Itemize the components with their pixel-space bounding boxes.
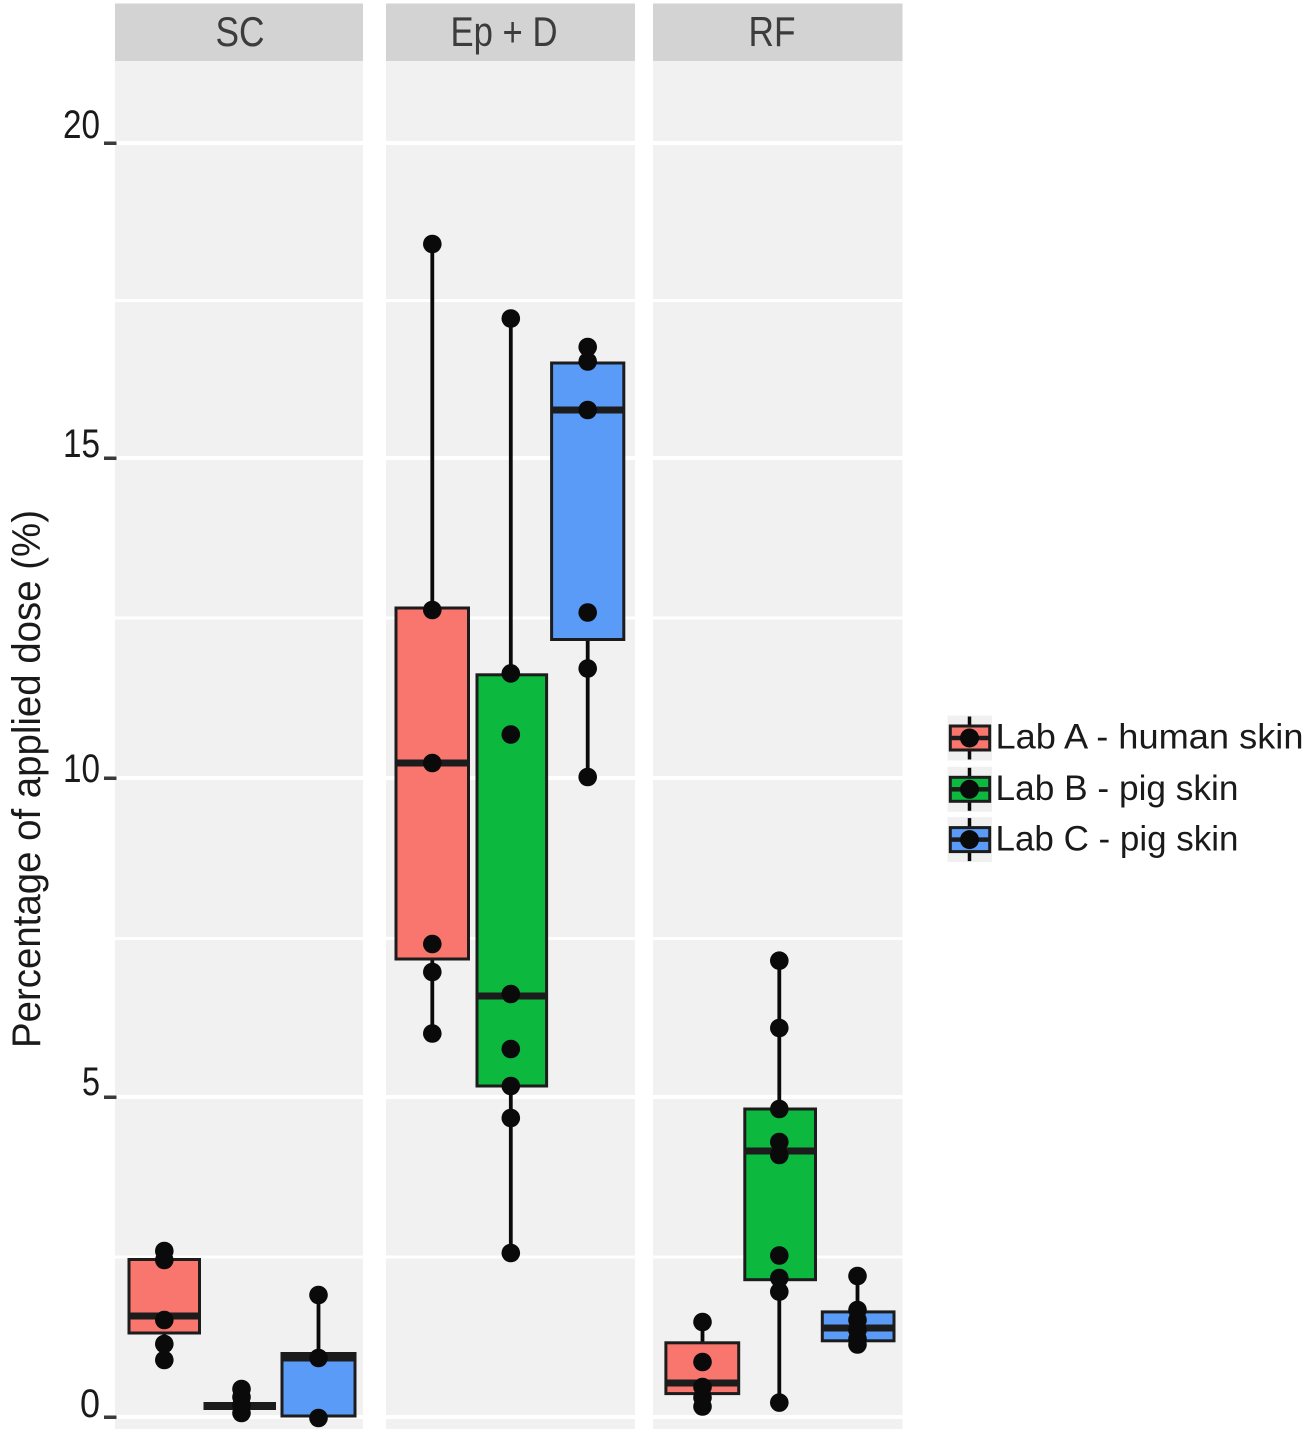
svg-text:Lab A - human skin: Lab A - human skin: [996, 718, 1304, 757]
svg-text:Lab B - pig skin: Lab B - pig skin: [996, 769, 1239, 808]
svg-text:Lab C - pig skin: Lab C - pig skin: [996, 819, 1239, 858]
svg-text:5: 5: [82, 1060, 100, 1104]
svg-text:10: 10: [63, 747, 100, 791]
svg-text:15: 15: [63, 422, 100, 466]
svg-text:RF: RF: [749, 8, 796, 55]
svg-text:0: 0: [80, 1382, 100, 1426]
svg-text:SC: SC: [216, 8, 265, 55]
svg-text:20: 20: [63, 103, 100, 147]
svg-text:Ep + D: Ep + D: [451, 8, 558, 55]
svg-text:Percentage of applied dose (%): Percentage of applied dose (%): [5, 510, 49, 1048]
